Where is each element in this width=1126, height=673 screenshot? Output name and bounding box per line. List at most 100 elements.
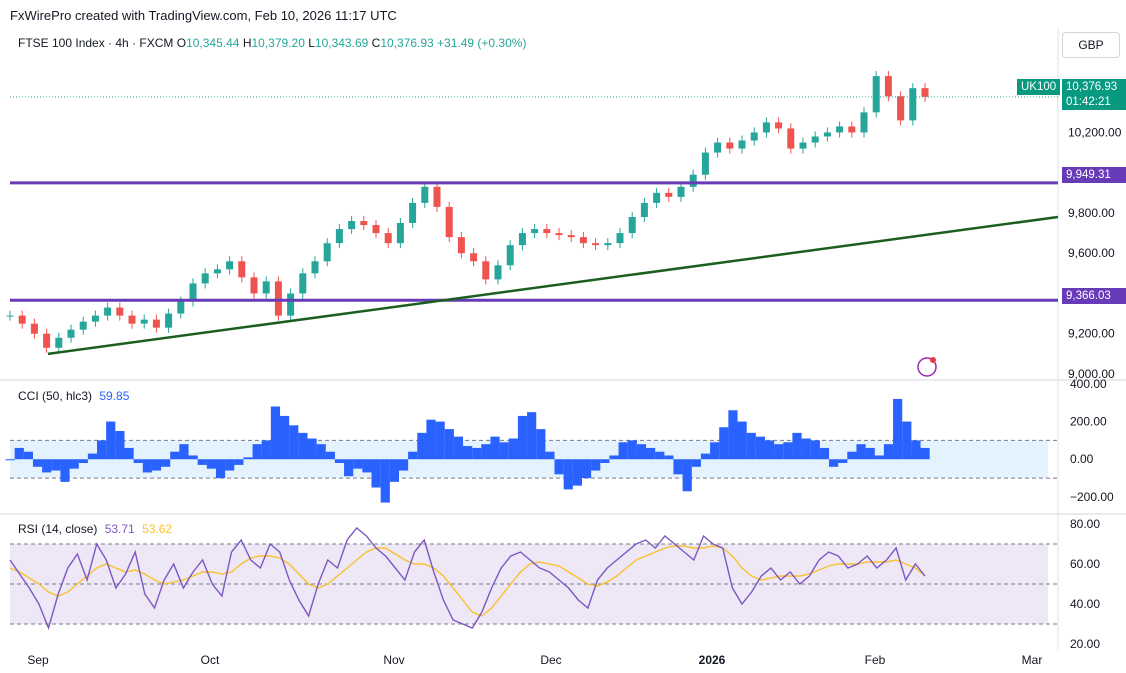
rsi-ma-value: 53.62 bbox=[142, 522, 173, 536]
candle-body bbox=[897, 96, 905, 121]
cci-bar bbox=[710, 442, 720, 460]
candle-body bbox=[775, 122, 783, 129]
candle-body bbox=[750, 132, 758, 141]
cci-bar bbox=[206, 459, 216, 469]
price-tick-label: 10,200.00 bbox=[1068, 125, 1122, 139]
rsi-legend: RSI (14, close) 53.71 53.62 bbox=[18, 522, 172, 536]
cci-bar bbox=[627, 440, 637, 460]
cci-bar bbox=[819, 447, 830, 460]
candle-body bbox=[30, 323, 38, 334]
cci-bar bbox=[362, 459, 372, 473]
cci-bar bbox=[215, 459, 226, 479]
cci-bar bbox=[783, 442, 793, 460]
symbol-title[interactable]: FTSE 100 Index · 4h · FXCM bbox=[18, 36, 174, 50]
cci-bar bbox=[883, 444, 894, 460]
cci-legend: CCI (50, hlc3) 59.85 bbox=[18, 389, 129, 403]
candle-body bbox=[799, 142, 807, 149]
cci-bar bbox=[97, 440, 107, 460]
x-tick-label: Dec bbox=[540, 653, 561, 667]
candle-body bbox=[909, 88, 917, 121]
candle-body bbox=[616, 233, 624, 244]
cci-bar bbox=[737, 421, 747, 460]
cci-bar bbox=[874, 455, 884, 460]
cci-bar bbox=[554, 459, 564, 475]
candle-body bbox=[384, 233, 392, 244]
cci-bar bbox=[115, 430, 125, 460]
candle-body bbox=[494, 265, 502, 280]
candle-body bbox=[860, 112, 868, 133]
x-tick-label: Mar bbox=[1022, 653, 1043, 667]
rsi-tick-label: 40.00 bbox=[1070, 597, 1100, 611]
candle-body bbox=[213, 269, 221, 274]
cci-bar bbox=[371, 459, 381, 488]
candle-body bbox=[128, 315, 136, 324]
candle-body bbox=[628, 216, 636, 234]
price-tick-label: 9,200.00 bbox=[1068, 327, 1115, 341]
currency-button[interactable]: GBP bbox=[1062, 32, 1120, 58]
open-label: O bbox=[176, 36, 187, 50]
cci-bar bbox=[600, 459, 610, 464]
cci-bar bbox=[856, 444, 866, 460]
cci-bar bbox=[810, 440, 820, 460]
close-label: C bbox=[371, 36, 381, 50]
cci-bar bbox=[508, 438, 518, 460]
cci-bar bbox=[51, 459, 61, 471]
cci-bar bbox=[334, 459, 345, 464]
candle-body bbox=[189, 283, 197, 302]
candle-body bbox=[152, 319, 160, 328]
upper-level-tag: 9,949.31 bbox=[1062, 167, 1126, 183]
candle-body bbox=[299, 273, 307, 294]
cci-bar bbox=[847, 451, 857, 460]
candle-body bbox=[177, 301, 185, 314]
rsi-title[interactable]: RSI (14, close) bbox=[18, 522, 98, 536]
candle-body bbox=[567, 235, 575, 238]
cci-bar bbox=[151, 459, 162, 471]
cci-title[interactable]: CCI (50, hlc3) bbox=[18, 389, 93, 403]
cci-bar bbox=[472, 447, 482, 460]
candle-body bbox=[555, 233, 563, 236]
candle-body bbox=[518, 233, 526, 246]
candle-body bbox=[226, 261, 234, 270]
cci-tick-label: −200.00 bbox=[1070, 490, 1114, 504]
cci-bar bbox=[60, 459, 70, 482]
candle-body bbox=[457, 237, 465, 254]
candle-body bbox=[811, 136, 819, 143]
candle-body bbox=[665, 192, 673, 197]
open-value: 10,345.44 bbox=[186, 36, 240, 50]
candle-body bbox=[714, 142, 722, 153]
candle-body bbox=[323, 243, 331, 262]
cci-bar bbox=[801, 438, 811, 460]
x-tick-label: Oct bbox=[201, 653, 220, 667]
candle-body bbox=[262, 281, 270, 294]
cci-bar bbox=[133, 459, 143, 464]
close-value: 10,376.93 bbox=[380, 36, 434, 50]
cci-bar bbox=[426, 419, 436, 460]
cci-bar bbox=[911, 440, 921, 460]
low-value: 10,343.69 bbox=[314, 36, 369, 50]
cci-bar bbox=[325, 451, 335, 460]
countdown-tag: 01:42:21 bbox=[1062, 94, 1126, 110]
candle-body bbox=[689, 174, 697, 187]
candle-body bbox=[409, 202, 417, 224]
candle-body bbox=[787, 128, 795, 149]
cci-bar bbox=[545, 451, 555, 460]
cci-bar bbox=[298, 432, 308, 460]
candle-body bbox=[604, 243, 612, 246]
candle-body bbox=[348, 221, 356, 230]
candle-body bbox=[738, 140, 746, 149]
candle-body bbox=[67, 329, 75, 338]
cci-bar bbox=[234, 459, 244, 465]
cci-bar bbox=[490, 436, 500, 460]
candle-body bbox=[250, 277, 258, 294]
cci-bar bbox=[646, 447, 656, 460]
cci-bar bbox=[14, 447, 24, 460]
candle-body bbox=[543, 229, 551, 234]
trendline bbox=[47, 215, 1059, 356]
cci-bar bbox=[673, 459, 683, 475]
candle-body bbox=[701, 152, 709, 175]
candle-body bbox=[433, 186, 441, 207]
cci-bar bbox=[792, 432, 802, 460]
candle-body bbox=[91, 315, 99, 322]
candle-body bbox=[872, 76, 880, 113]
